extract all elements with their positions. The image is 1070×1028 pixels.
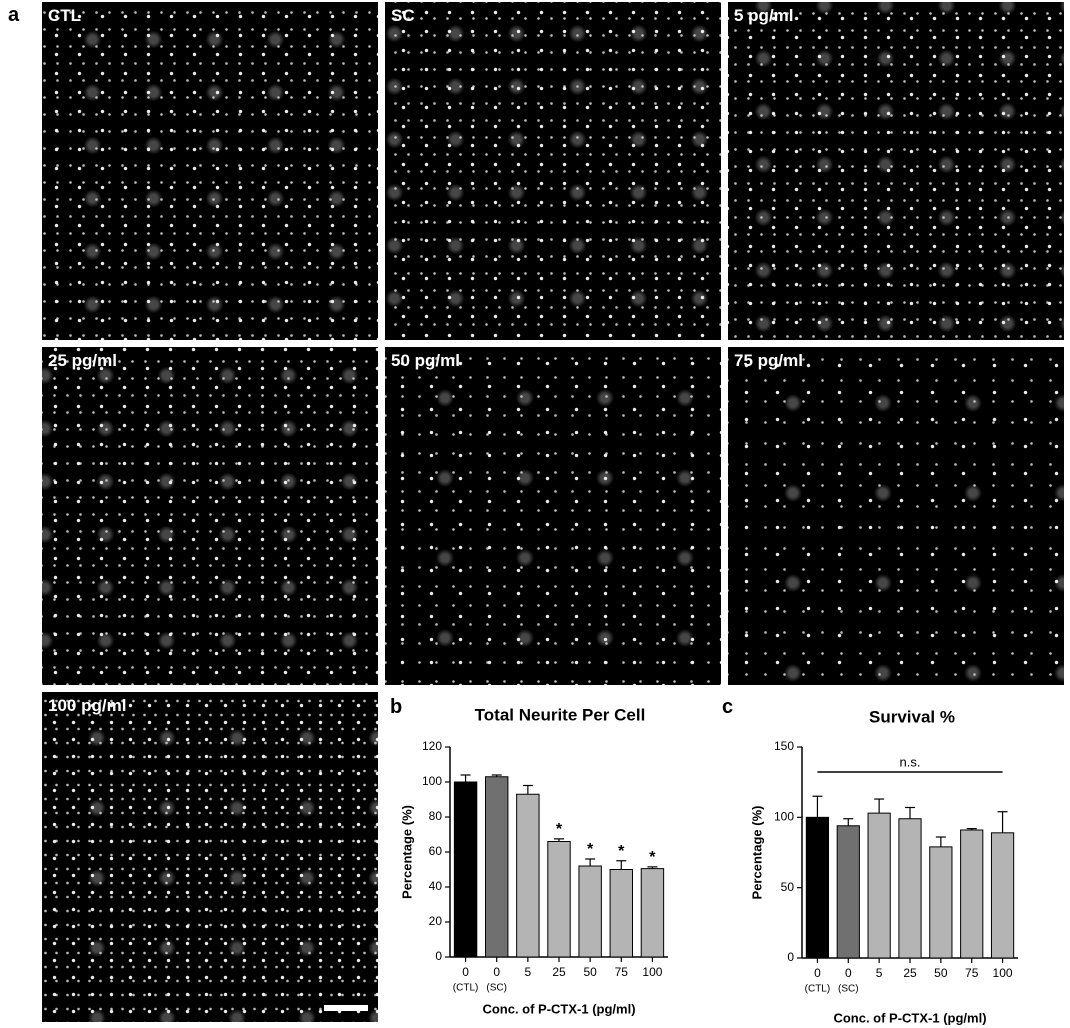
bar xyxy=(485,776,509,958)
chart-title: Survival % xyxy=(869,707,955,726)
y-tick-label: 100 xyxy=(422,774,442,788)
significance-mark: * xyxy=(556,821,563,838)
bar xyxy=(867,812,891,959)
x-tick-label: 100 xyxy=(642,965,662,979)
micrograph: 50 pg/ml xyxy=(385,347,721,685)
x-tick-label: 50 xyxy=(583,965,597,979)
x-tick-label: 0 xyxy=(493,965,500,979)
annotation: n.s. xyxy=(900,754,921,769)
x-tick-sublabel: (SC) xyxy=(486,983,507,994)
micrograph: 100 pg/ml xyxy=(42,692,378,1022)
micrograph: 5 pg/ml xyxy=(728,2,1064,340)
significance-mark: * xyxy=(618,843,625,860)
bar xyxy=(836,825,860,959)
y-axis-label: Percentage (%) xyxy=(749,806,764,900)
image-label: 25 pg/ml xyxy=(48,351,117,370)
y-tick-label: 120 xyxy=(422,739,442,753)
x-tick-label: 25 xyxy=(903,966,917,980)
panel-label: a xyxy=(8,4,20,26)
x-tick-sublabel: (CTL) xyxy=(453,983,479,994)
y-tick-label: 60 xyxy=(429,844,443,858)
x-tick-label: 5 xyxy=(525,965,532,979)
significance-mark: * xyxy=(649,849,656,866)
x-tick-label: 75 xyxy=(965,966,979,980)
chart-title: Total Neurite Per Cell xyxy=(475,705,646,724)
y-tick-label: 20 xyxy=(429,914,443,928)
micrograph: SC xyxy=(385,2,721,340)
panel-label: c xyxy=(722,696,734,718)
y-tick-label: 50 xyxy=(781,880,795,894)
x-tick-label: 50 xyxy=(934,966,948,980)
bar xyxy=(453,781,478,958)
y-tick-label: 0 xyxy=(435,949,442,963)
image-label: CTL xyxy=(48,6,82,25)
y-tick-label: 40 xyxy=(429,879,443,893)
x-axis-label: Conc. of P-CTX-1 (pg/ml) xyxy=(482,1001,635,1016)
micrograph: 25 pg/ml xyxy=(42,347,378,685)
bar xyxy=(898,818,922,959)
bar xyxy=(640,868,665,958)
image-label: 75 pg/ml xyxy=(734,351,803,370)
bar xyxy=(990,832,1015,959)
significance-mark: * xyxy=(587,841,594,858)
x-tick-label: 100 xyxy=(993,966,1013,980)
bar xyxy=(547,841,571,958)
panel-label: b xyxy=(390,696,403,718)
y-tick-label: 150 xyxy=(774,739,794,753)
scale-bar xyxy=(324,1005,368,1011)
x-tick-label: 25 xyxy=(552,965,566,979)
micrograph: 75 pg/ml xyxy=(728,347,1064,685)
image-label: 50 pg/ml xyxy=(391,351,460,370)
image-label: 5 pg/ml xyxy=(734,6,794,25)
bar xyxy=(609,869,633,958)
x-tick-label: 5 xyxy=(876,966,883,980)
x-tick-label: 75 xyxy=(615,965,629,979)
y-tick-label: 0 xyxy=(787,950,794,964)
y-axis-label: Percentage (%) xyxy=(399,805,414,899)
bar xyxy=(516,793,540,958)
y-tick-label: 80 xyxy=(429,809,443,823)
x-tick-label: 0 xyxy=(462,965,469,979)
bar xyxy=(929,846,953,959)
image-label: SC xyxy=(391,6,415,25)
x-tick-label: 0 xyxy=(814,966,821,980)
x-tick-label: 0 xyxy=(845,966,852,980)
bar xyxy=(960,829,984,959)
image-label: 100 pg/ml xyxy=(48,696,127,715)
x-axis-label: Conc. of P-CTX-1 (pg/ml) xyxy=(833,1010,986,1025)
micrograph: CTL xyxy=(42,2,378,340)
x-tick-sublabel: (CTL) xyxy=(805,984,831,995)
y-tick-label: 100 xyxy=(774,810,794,824)
x-tick-sublabel: (SC) xyxy=(838,984,859,995)
bar xyxy=(578,865,602,958)
bar xyxy=(805,816,830,959)
